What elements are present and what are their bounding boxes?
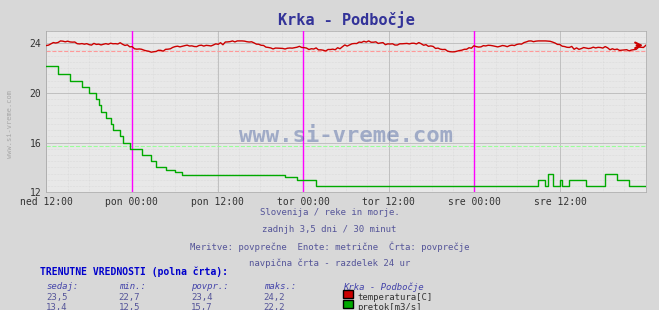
Text: 23,4: 23,4 <box>191 293 213 302</box>
Text: 13,4: 13,4 <box>46 303 68 310</box>
Text: 24,2: 24,2 <box>264 293 285 302</box>
Text: www.si-vreme.com: www.si-vreme.com <box>7 90 13 158</box>
Text: zadnjh 3,5 dni / 30 minut: zadnjh 3,5 dni / 30 minut <box>262 225 397 234</box>
Text: 22,2: 22,2 <box>264 303 285 310</box>
Text: 12,5: 12,5 <box>119 303 140 310</box>
Text: Meritve: povprečne  Enote: metrične  Črta: povprečje: Meritve: povprečne Enote: metrične Črta:… <box>190 242 469 252</box>
Text: 22,7: 22,7 <box>119 293 140 302</box>
Text: temperatura[C]: temperatura[C] <box>357 293 432 302</box>
Text: min.:: min.: <box>119 282 146 291</box>
Text: www.si-vreme.com: www.si-vreme.com <box>239 126 453 146</box>
Text: Slovenija / reke in morje.: Slovenija / reke in morje. <box>260 208 399 217</box>
Text: 23,5: 23,5 <box>46 293 68 302</box>
Text: navpična črta - razdelek 24 ur: navpična črta - razdelek 24 ur <box>249 259 410 268</box>
Text: maks.:: maks.: <box>264 282 296 291</box>
Text: 15,7: 15,7 <box>191 303 213 310</box>
Text: povpr.:: povpr.: <box>191 282 229 291</box>
Text: TRENUTNE VREDNOSTI (polna črta):: TRENUTNE VREDNOSTI (polna črta): <box>40 267 227 277</box>
Title: Krka - Podbočje: Krka - Podbočje <box>277 11 415 29</box>
Text: pretok[m3/s]: pretok[m3/s] <box>357 303 422 310</box>
Text: Krka - Podbočje: Krka - Podbočje <box>343 282 423 292</box>
Text: sedaj:: sedaj: <box>46 282 78 291</box>
